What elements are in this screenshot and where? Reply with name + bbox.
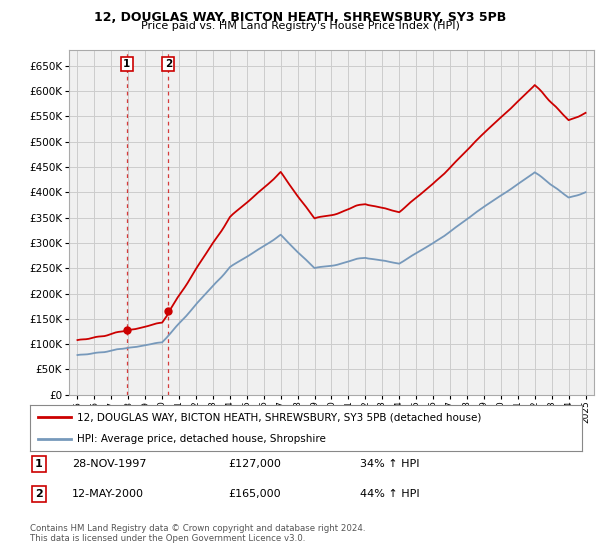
Text: 1: 1 bbox=[35, 459, 43, 469]
Text: 28-NOV-1997: 28-NOV-1997 bbox=[72, 459, 146, 469]
Text: 2: 2 bbox=[165, 59, 172, 69]
Text: 2: 2 bbox=[35, 489, 43, 499]
Text: 44% ↑ HPI: 44% ↑ HPI bbox=[360, 489, 419, 499]
Text: Price paid vs. HM Land Registry's House Price Index (HPI): Price paid vs. HM Land Registry's House … bbox=[140, 21, 460, 31]
Text: £127,000: £127,000 bbox=[228, 459, 281, 469]
Text: 34% ↑ HPI: 34% ↑ HPI bbox=[360, 459, 419, 469]
Text: HPI: Average price, detached house, Shropshire: HPI: Average price, detached house, Shro… bbox=[77, 435, 326, 444]
Text: £165,000: £165,000 bbox=[228, 489, 281, 499]
Text: 12-MAY-2000: 12-MAY-2000 bbox=[72, 489, 144, 499]
Text: 12, DOUGLAS WAY, BICTON HEATH, SHREWSBURY, SY3 5PB: 12, DOUGLAS WAY, BICTON HEATH, SHREWSBUR… bbox=[94, 11, 506, 24]
Text: Contains HM Land Registry data © Crown copyright and database right 2024.
This d: Contains HM Land Registry data © Crown c… bbox=[30, 524, 365, 543]
Text: 12, DOUGLAS WAY, BICTON HEATH, SHREWSBURY, SY3 5PB (detached house): 12, DOUGLAS WAY, BICTON HEATH, SHREWSBUR… bbox=[77, 412, 481, 422]
Text: 1: 1 bbox=[123, 59, 130, 69]
